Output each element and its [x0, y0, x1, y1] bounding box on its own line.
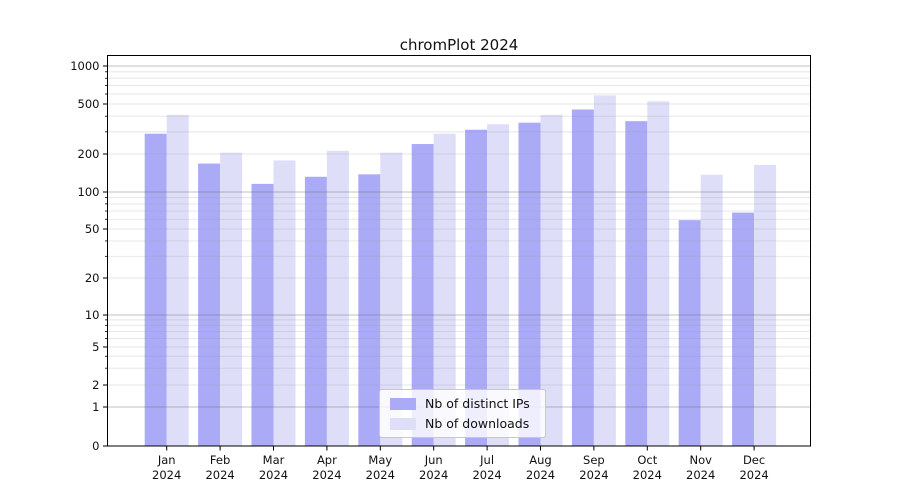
- bar-downloads-jun: [433, 133, 456, 446]
- y-tick-label-200: 200: [78, 147, 100, 161]
- y-tick-label-0: 0: [92, 439, 99, 453]
- y-tick-label-100: 100: [78, 185, 100, 199]
- y-tick-label-1: 1: [92, 400, 99, 414]
- x-tick-label-month-feb: Feb: [210, 453, 230, 467]
- x-tick-label-year-sep: 2024: [579, 468, 608, 482]
- bar-distinct-ips-jan: [144, 133, 167, 446]
- x-tick-label-month-dec: Dec: [743, 453, 765, 467]
- bar-distinct-ips-dec: [732, 212, 755, 446]
- x-tick-label-month-apr: Apr: [317, 453, 337, 467]
- bar-distinct-ips-apr: [304, 176, 327, 447]
- legend-swatch-distinct-ips: [390, 397, 416, 410]
- bar-downloads-dec: [754, 164, 777, 446]
- y-tick-label-5: 5: [92, 340, 99, 354]
- x-tick-label-month-may: May: [368, 453, 392, 467]
- x-tick-label-year-apr: 2024: [312, 468, 341, 482]
- bar-distinct-ips-may: [358, 174, 381, 447]
- legend-swatch-downloads: [390, 417, 416, 430]
- x-tick-label-month-jun: Jun: [424, 453, 443, 467]
- bar-downloads-may: [380, 152, 403, 446]
- bar-distinct-ips-oct: [625, 121, 648, 446]
- bar-downloads-jul: [487, 124, 510, 446]
- x-tick-label-year-dec: 2024: [739, 468, 768, 482]
- x-tick-label-year-may: 2024: [366, 468, 395, 482]
- bar-downloads-aug: [540, 114, 563, 446]
- legend: Nb of distinct IPs Nb of downloads: [379, 389, 546, 438]
- chart-title: chromPlot 2024: [399, 36, 519, 54]
- legend-row-downloads: Nb of downloads: [390, 416, 537, 431]
- bar-distinct-ips-aug: [518, 122, 541, 446]
- legend-label-distinct-ips: Nb of distinct IPs: [425, 396, 530, 411]
- legend-label-downloads: Nb of downloads: [425, 416, 530, 431]
- bar-distinct-ips-jun: [411, 144, 434, 447]
- bar-distinct-ips-mar: [251, 183, 274, 446]
- x-tick-label-month-jul: Jul: [479, 453, 494, 467]
- x-tick-label-year-jun: 2024: [419, 468, 448, 482]
- x-tick-label-month-nov: Nov: [689, 453, 712, 467]
- bar-downloads-apr: [326, 150, 349, 447]
- plot-border: [107, 55, 811, 447]
- x-tick-label-month-sep: Sep: [583, 453, 605, 467]
- bar-downloads-jan: [166, 114, 189, 446]
- y-tick-label-2: 2: [92, 378, 99, 392]
- bar-distinct-ips-nov: [678, 220, 701, 446]
- bar-distinct-ips-jul: [465, 129, 488, 447]
- bar-distinct-ips-feb: [198, 163, 221, 446]
- y-tick-label-1000: 1000: [70, 59, 99, 73]
- y-tick-label-500: 500: [78, 97, 100, 111]
- x-tick-label-month-mar: Mar: [263, 453, 285, 467]
- bar-downloads-oct: [647, 101, 670, 447]
- y-tick-label-50: 50: [85, 222, 100, 236]
- x-tick-label-year-jul: 2024: [472, 468, 501, 482]
- y-tick-label-10: 10: [85, 308, 100, 322]
- x-tick-label-year-aug: 2024: [526, 468, 555, 482]
- bar-downloads-feb: [220, 152, 243, 446]
- bar-downloads-nov: [700, 174, 723, 446]
- x-tick-label-year-oct: 2024: [633, 468, 662, 482]
- x-tick-label-year-nov: 2024: [686, 468, 715, 482]
- bar-downloads-sep: [593, 95, 616, 447]
- x-tick-label-month-jan: Jan: [157, 453, 176, 467]
- x-tick-label-month-oct: Oct: [637, 453, 657, 467]
- x-tick-label-month-aug: Aug: [529, 453, 551, 467]
- x-tick-label-year-feb: 2024: [205, 468, 234, 482]
- legend-row-ips: Nb of distinct IPs: [390, 396, 537, 411]
- y-tick-label-20: 20: [85, 271, 100, 285]
- x-tick-label-year-jan: 2024: [152, 468, 181, 482]
- bar-distinct-ips-sep: [571, 109, 594, 446]
- x-tick-label-year-mar: 2024: [259, 468, 288, 482]
- bar-downloads-mar: [273, 160, 296, 446]
